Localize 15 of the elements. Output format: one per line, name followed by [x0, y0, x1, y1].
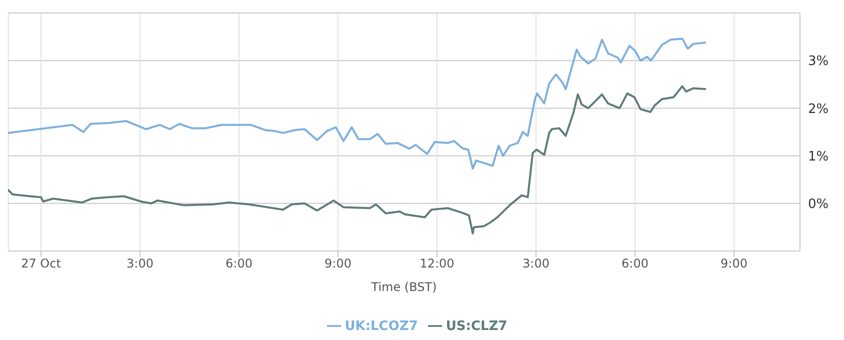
x-tick-label: 12:00 [420, 256, 454, 271]
legend-label: UK:LCOZ7 [344, 319, 418, 334]
x-axis-title: Time (BST) [370, 280, 437, 294]
y-tick-label: 1% [808, 149, 829, 164]
x-tick-label: 3:00 [126, 256, 154, 271]
x-tick-label: 9:00 [720, 256, 748, 271]
y-tick-label: 0% [808, 197, 829, 212]
x-tick-label: 9:00 [324, 256, 352, 271]
x-tick-label: 6:00 [622, 256, 648, 271]
y-tick-label: 2% [808, 102, 829, 117]
x-tick-label: 3:00 [522, 256, 550, 271]
legend-label: US:CLZ7 [446, 319, 508, 334]
y-tick-label: 3% [808, 54, 829, 70]
x-tick-label: 27 Oct [21, 256, 62, 271]
x-tick-label: 6:00 [226, 256, 252, 271]
